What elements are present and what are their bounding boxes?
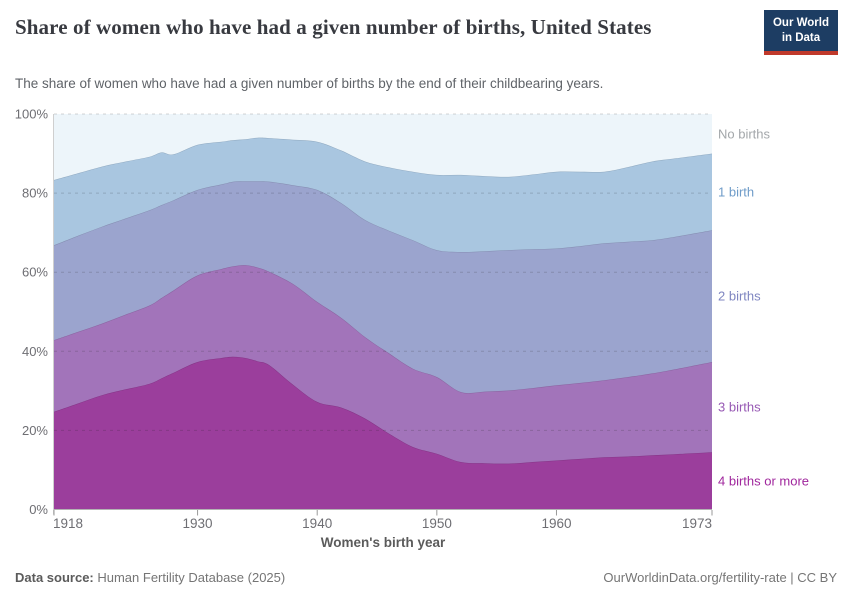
y-tick-label: 80% [22, 186, 48, 201]
x-tick-label: 1960 [541, 516, 571, 531]
chart-footer: Data source: Human Fertility Database (2… [15, 570, 837, 585]
series-label-4-births-or-more: 4 births or more [718, 473, 809, 488]
area-1-birth[interactable] [54, 137, 712, 253]
data-source: Data source: Human Fertility Database (2… [15, 570, 285, 585]
y-tick-label: 40% [22, 344, 48, 359]
area-2-births[interactable] [54, 181, 712, 394]
x-tick-label: 1973 [682, 516, 712, 531]
area-3-births[interactable] [54, 265, 712, 464]
x-axis-title: Women's birth year [321, 535, 446, 550]
area-no-births[interactable] [54, 114, 712, 180]
data-source-label: Data source: [15, 570, 94, 585]
owid-logo-line1: Our World [772, 17, 829, 29]
x-tick-label: 1950 [422, 516, 452, 531]
series-label-2-births: 2 births [718, 289, 761, 304]
data-source-value: Human Fertility Database (2025) [93, 570, 286, 585]
owid-logo[interactable]: Our World in Data [763, 10, 838, 55]
x-tick-label: 1930 [183, 516, 213, 531]
y-tick-label: 60% [22, 265, 48, 280]
chart-subtitle: The share of women who have had a given … [15, 76, 604, 91]
area-4-births-or-more[interactable] [54, 356, 712, 510]
credit-link[interactable]: OurWorldinData.org/fertility-rate | CC B… [603, 570, 837, 585]
y-tick-label: 20% [22, 423, 48, 438]
x-tick-label: 1918 [53, 516, 83, 531]
series-label-3-births: 3 births [718, 400, 761, 415]
series-label-no-births: No births [718, 126, 771, 141]
x-tick-label: 1940 [302, 516, 332, 531]
y-tick-label: 0% [29, 502, 48, 517]
page-title: Share of women who have had a given numb… [15, 15, 652, 39]
series-label-1-birth: 1 birth [718, 184, 754, 199]
y-tick-label: 100% [15, 107, 49, 122]
owid-logo-line2: in Data [781, 31, 821, 44]
